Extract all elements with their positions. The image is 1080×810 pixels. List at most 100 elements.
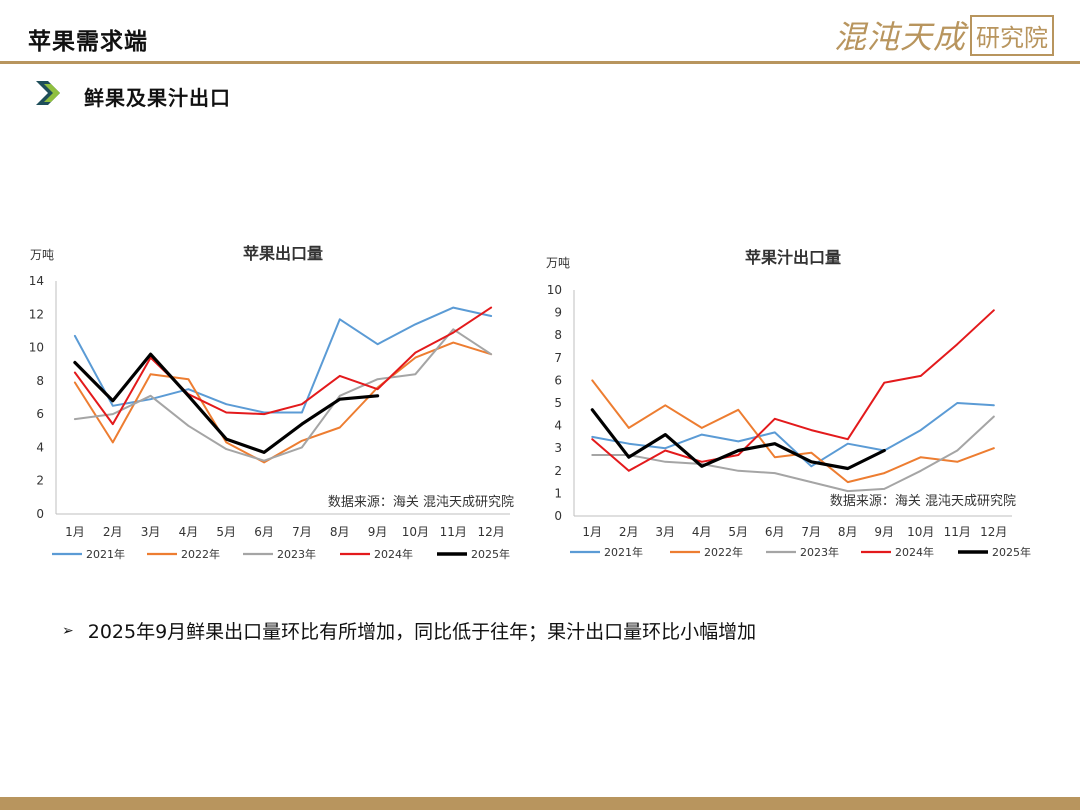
series-line-2024年 xyxy=(591,309,995,472)
x-tick-label: 12月 xyxy=(980,525,1007,539)
data-point xyxy=(187,425,190,427)
data-point xyxy=(225,448,228,450)
y-tick-label: 8 xyxy=(554,328,562,342)
y-tick-label: 4 xyxy=(554,419,562,433)
data-point xyxy=(225,438,228,440)
data-point xyxy=(810,451,813,454)
x-tick-label: 9月 xyxy=(874,525,894,539)
legend-label: 2024年 xyxy=(374,547,413,561)
data-point xyxy=(956,461,959,463)
data-point xyxy=(414,373,417,375)
section-title: 鲜果及果汁出口 xyxy=(84,86,231,110)
logo-text: 混沌天成 xyxy=(833,18,966,56)
data-point xyxy=(701,427,703,429)
data-point xyxy=(376,395,379,397)
y-tick-label: 9 xyxy=(554,306,562,320)
y-tick-label: 0 xyxy=(554,509,562,523)
data-point xyxy=(664,461,667,463)
data-point xyxy=(920,375,922,377)
data-point xyxy=(490,353,492,355)
conclusion-bullet: ➢ 2025年9月鲜果出口量环比有所增加，同比低于往年；果汁出口量环比小幅增加 xyxy=(62,617,756,644)
data-point xyxy=(339,426,341,429)
brand-logo: 混沌天成 研究院 xyxy=(834,12,1054,58)
data-point xyxy=(774,456,776,458)
x-tick-label: 3月 xyxy=(655,525,675,539)
data-point xyxy=(187,378,190,380)
data-point xyxy=(225,403,228,405)
data-point xyxy=(847,490,849,492)
data-point xyxy=(452,306,455,309)
data-point xyxy=(263,461,265,464)
data-point xyxy=(920,456,922,458)
data-point xyxy=(112,423,114,425)
data-point xyxy=(263,413,265,415)
data-point xyxy=(701,433,703,436)
data-point xyxy=(664,449,667,452)
x-tick-label: 12月 xyxy=(477,525,504,539)
legend-label: 2025年 xyxy=(992,545,1031,559)
y-axis-unit-label: 万吨 xyxy=(30,248,54,262)
source-note: 数据来源：海关 混沌天成研究院 xyxy=(328,495,514,510)
data-point xyxy=(883,381,886,384)
data-point xyxy=(149,395,152,397)
data-point xyxy=(701,461,703,463)
data-point xyxy=(993,447,995,449)
conclusion-text: 2025年9月鲜果出口量环比有所增加，同比低于往年；果汁出口量环比小幅增加 xyxy=(87,621,757,643)
y-tick-label: 7 xyxy=(554,351,562,365)
data-point xyxy=(591,436,594,438)
data-point xyxy=(737,409,740,411)
data-point xyxy=(701,465,703,468)
data-point xyxy=(737,470,740,472)
x-tick-label: 11月 xyxy=(440,525,467,539)
x-tick-label: 5月 xyxy=(216,525,236,539)
y-tick-label: 5 xyxy=(554,396,562,410)
x-tick-label: 8月 xyxy=(330,525,350,539)
apple-export-chart: 苹果出口量 万吨 0 2 4 6 8 10 12 14 1月 2月 3月 4月 5月 6月 7月 8月 9月 10月 1… xyxy=(22,238,532,573)
data-point xyxy=(149,398,152,400)
data-point xyxy=(263,451,265,454)
y-tick-label: 10 xyxy=(547,283,562,297)
y-axis-unit-label: 万吨 xyxy=(546,256,570,270)
y-tick-label: 2 xyxy=(554,464,562,478)
data-point xyxy=(810,429,813,431)
series-line-2022年 xyxy=(591,379,995,484)
data-point xyxy=(414,356,417,359)
x-tick-label: 5月 xyxy=(728,525,748,539)
data-point xyxy=(628,456,630,458)
data-point xyxy=(225,411,228,414)
y-tick-label: 6 xyxy=(36,407,44,421)
data-point xyxy=(149,353,152,355)
data-point xyxy=(847,442,849,445)
data-point xyxy=(883,472,886,474)
data-point xyxy=(339,398,341,400)
series-line-2021年 xyxy=(591,402,995,468)
x-tick-label: 3月 xyxy=(141,525,161,539)
data-point xyxy=(263,459,265,462)
series-line-2024年 xyxy=(73,306,493,426)
data-point xyxy=(339,395,341,397)
data-point xyxy=(664,404,667,407)
data-point xyxy=(452,328,455,331)
data-point xyxy=(664,433,667,436)
data-point xyxy=(993,415,995,418)
legend-label: 2025年 xyxy=(471,547,510,561)
data-point xyxy=(591,409,594,411)
data-point xyxy=(112,413,114,415)
y-tick-label: 6 xyxy=(554,373,562,387)
data-point xyxy=(591,438,594,440)
data-point xyxy=(74,418,76,420)
x-tick-label: 6月 xyxy=(254,525,274,539)
data-point xyxy=(810,481,813,483)
apple-juice-export-chart: 苹果汁出口量 万吨 0 1 2 3 4 5 6 7 8 9 10 1月 2月 3月 4月 5月 6月 7月 8月 9月 10… xyxy=(540,242,1050,572)
data-point xyxy=(301,423,303,425)
data-point xyxy=(883,449,886,452)
header-rule xyxy=(0,61,1080,64)
x-tick-label: 4月 xyxy=(179,525,199,539)
x-tick-label: 11月 xyxy=(944,525,971,539)
x-tick-label: 4月 xyxy=(692,525,712,539)
y-tick-label: 2 xyxy=(36,474,44,488)
data-point xyxy=(920,429,922,431)
data-point xyxy=(376,388,379,390)
data-point xyxy=(956,343,959,345)
footer-bar xyxy=(0,797,1080,810)
